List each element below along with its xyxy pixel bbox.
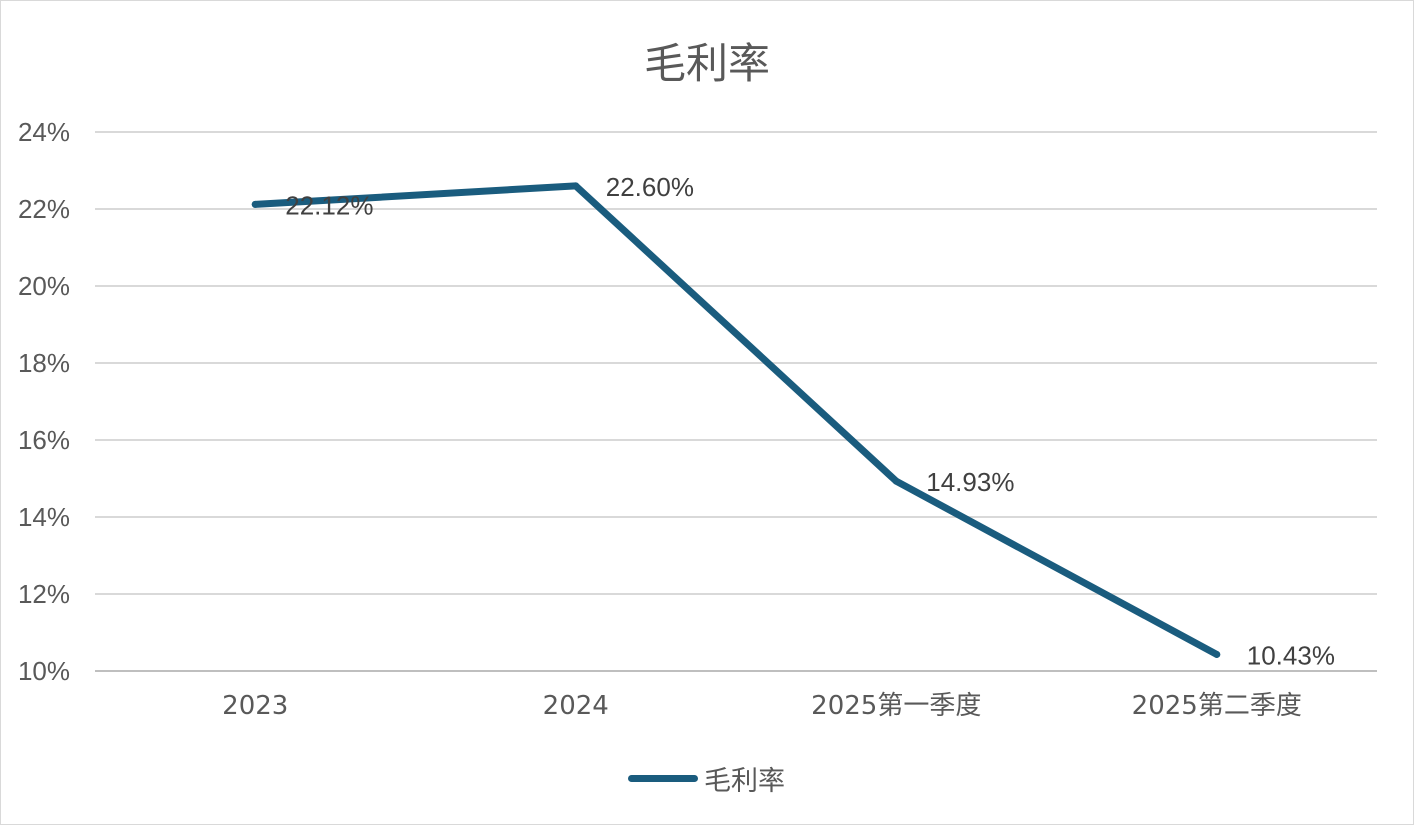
legend: 毛利率: [628, 758, 785, 798]
y-tick-label: 18%: [18, 348, 70, 378]
x-tick-label: 2025第一季度: [811, 691, 981, 721]
y-tick-label: 10%: [18, 656, 70, 686]
data-point: [572, 182, 580, 190]
data-point: [1213, 650, 1221, 658]
data-label: 22.12%: [285, 190, 373, 220]
data-label: 10.43%: [1247, 640, 1335, 670]
chart-title: 毛利率: [643, 39, 770, 88]
y-tick-label: 22%: [18, 194, 70, 224]
data-label: 14.93%: [926, 467, 1014, 497]
x-tick-label: 2023: [222, 691, 288, 721]
legend-swatch: [628, 774, 698, 782]
data-label: 22.60%: [606, 172, 694, 202]
y-tick-label: 14%: [18, 502, 70, 532]
y-tick-label: 16%: [18, 425, 70, 455]
legend-label: 毛利率: [704, 765, 785, 797]
data-point: [251, 200, 259, 208]
x-tick-label: 2025第二季度: [1132, 691, 1302, 721]
x-tick-label: 2024: [543, 691, 609, 721]
y-tick-label: 12%: [18, 579, 70, 609]
y-tick-label: 24%: [18, 117, 70, 147]
y-tick-label: 20%: [18, 271, 70, 301]
data-point: [892, 477, 900, 485]
series-line: [251, 182, 1221, 658]
